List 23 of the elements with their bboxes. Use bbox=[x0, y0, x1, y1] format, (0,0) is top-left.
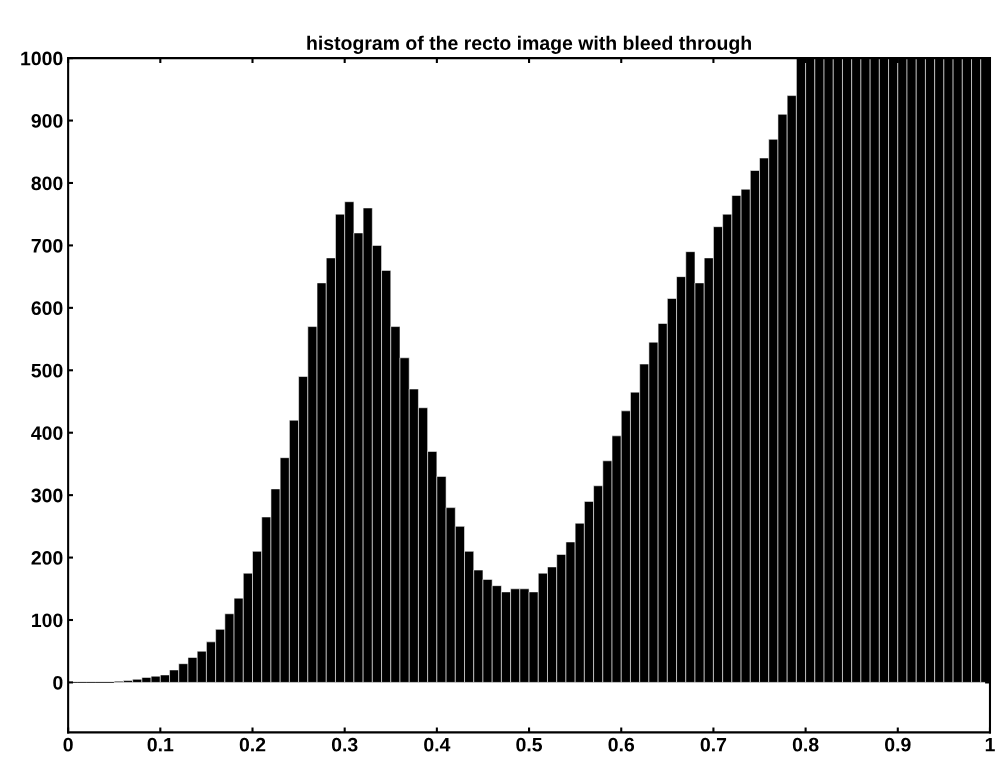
y-tick-label: 900 bbox=[31, 114, 63, 128]
y-tick-label: 1000 bbox=[21, 51, 63, 66]
y-tick-label: 0 bbox=[53, 675, 63, 690]
x-tick-label: 0.7 bbox=[700, 737, 727, 752]
y-tick-label: 100 bbox=[32, 613, 63, 628]
y-tick-label: 300 bbox=[31, 488, 63, 503]
x-tick-label: 0.1 bbox=[147, 737, 174, 752]
x-tick-label: 0.3 bbox=[331, 737, 358, 752]
x-tick-label: 0.6 bbox=[608, 737, 635, 752]
x-tick-label: 0 bbox=[63, 737, 73, 752]
x-tick-label: 0.5 bbox=[516, 737, 543, 752]
y-tick-label: 500 bbox=[31, 363, 63, 378]
x-tick-label: 0.2 bbox=[239, 737, 266, 752]
x-tick-label: 0.9 bbox=[885, 737, 911, 752]
y-tick-label: 800 bbox=[31, 176, 63, 191]
x-tick-label: 0.8 bbox=[792, 737, 819, 752]
x-tick-label: 1 bbox=[985, 737, 995, 752]
y-tick-label: 200 bbox=[31, 551, 63, 565]
y-tick-label: 600 bbox=[31, 301, 63, 316]
y-tick-label: 700 bbox=[31, 238, 63, 253]
x-tick-label: 0.4 bbox=[424, 737, 451, 752]
y-tick-label: 400 bbox=[31, 426, 63, 440]
chart-title: histogram of the recto image with bleed through bbox=[307, 35, 751, 54]
